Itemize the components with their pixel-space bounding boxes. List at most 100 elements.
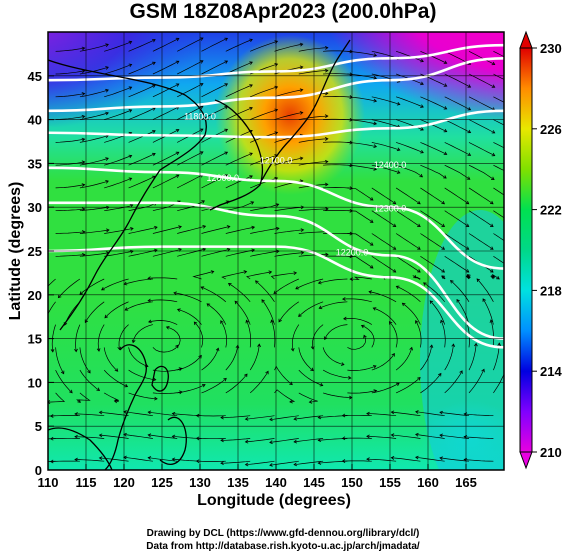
- streamline-arrow: [373, 121, 378, 126]
- streamline-arrow: [154, 225, 158, 230]
- streamline: [124, 278, 153, 285]
- colorbar-tick-label: 222: [540, 203, 562, 218]
- streamline: [371, 96, 400, 105]
- streamline-arrow: [465, 269, 470, 273]
- streamline: [468, 96, 495, 111]
- streamline-arrow: [443, 83, 448, 87]
- streamline-arrow: [515, 177, 518, 180]
- y-tick-label: 15: [28, 332, 42, 347]
- streamline: [245, 415, 275, 420]
- streamline: [250, 109, 278, 120]
- streamline-arrow: [482, 298, 486, 302]
- streamline-arrow: [147, 410, 152, 415]
- streamline-arrow: [175, 151, 180, 156]
- streamline: [402, 302, 421, 325]
- streamline: [420, 187, 445, 205]
- streamline-arrow: [202, 225, 207, 229]
- streamline-arrow: [466, 176, 471, 180]
- streamline: [371, 233, 396, 250]
- streamline-arrow: [497, 342, 502, 347]
- streamline-arrow: [199, 60, 204, 64]
- streamline: [420, 233, 445, 250]
- streamline: [177, 174, 204, 189]
- streamline-arrow: [148, 319, 152, 324]
- streamline: [395, 96, 424, 108]
- streamline-arrow: [467, 84, 472, 88]
- y-tick-label: 20: [28, 288, 42, 303]
- streamline-arrow: [299, 42, 304, 47]
- streamline: [177, 384, 206, 394]
- colorbar-tick-label: 214: [540, 364, 562, 379]
- streamline-arrow: [319, 382, 324, 387]
- streamline: [439, 434, 470, 439]
- streamline: [371, 353, 395, 371]
- streamline-arrow: [491, 84, 496, 88]
- streamline: [201, 37, 228, 52]
- streamline-arrow: [467, 107, 472, 111]
- streamline: [74, 459, 105, 462]
- streamline: [104, 64, 132, 75]
- x-tick-label: 140: [265, 475, 287, 490]
- x-tick-label: 160: [417, 475, 439, 490]
- streamline-arrow: [474, 342, 478, 347]
- streamline-arrow: [341, 413, 346, 418]
- y-tick-label: 35: [28, 156, 42, 171]
- streamline: [295, 278, 324, 290]
- streamline: [444, 187, 469, 205]
- streamline: [152, 83, 179, 98]
- streamline-arrow: [514, 247, 517, 250]
- streamline-arrow: [81, 183, 86, 187]
- streamline-arrow: [60, 370, 65, 375]
- streamline-arrow: [275, 226, 280, 231]
- streamline: [391, 411, 421, 417]
- streamline-arrow: [516, 84, 519, 87]
- streamline: [396, 285, 421, 303]
- streamline: [152, 60, 179, 75]
- map-title: GSM 18Z08Apr2023 (200.0hPa): [129, 0, 437, 23]
- streamline: [298, 47, 328, 52]
- streamline: [255, 280, 275, 303]
- streamline: [493, 210, 504, 219]
- streamline: [104, 177, 132, 189]
- streamline-arrow: [81, 46, 86, 51]
- streamline: [261, 299, 275, 325]
- streamline-arrow: [175, 37, 180, 42]
- streamline: [48, 392, 66, 403]
- streamline-arrow: [438, 372, 442, 377]
- streamline: [412, 275, 421, 280]
- credit-drawing: Drawing by DCL (https://www.gfd-dennou.o…: [146, 528, 420, 539]
- streamline: [429, 300, 446, 325]
- streamline-arrow: [224, 83, 229, 87]
- streamline: [391, 434, 421, 439]
- streamline: [103, 347, 118, 372]
- streamline-arrow: [171, 434, 176, 439]
- streamline: [147, 277, 178, 280]
- streamline-arrow: [373, 167, 378, 171]
- streamline-arrow: [249, 84, 253, 88]
- streamline: [493, 119, 504, 126]
- x-tick-label: 165: [455, 475, 477, 490]
- streamline-arrow: [224, 128, 229, 133]
- streamline-arrow: [390, 433, 395, 438]
- streamline-arrow: [451, 343, 456, 347]
- streamline: [350, 276, 372, 280]
- streamline-arrow: [147, 456, 152, 460]
- streamline-arrow: [341, 459, 346, 463]
- y-tick-label: 0: [35, 463, 42, 478]
- streamline: [468, 343, 477, 371]
- streamline: [55, 184, 85, 189]
- streamline: [201, 348, 219, 371]
- longitude-axis: 110 115 120 125 130 135 140 145 150 155 160 165: [38, 464, 477, 490]
- streamline: [476, 278, 494, 302]
- streamline-arrow: [224, 60, 229, 64]
- streamline-arrow: [154, 248, 158, 253]
- streamline-arrow: [516, 130, 519, 133]
- streamline: [395, 233, 421, 250]
- streamline: [274, 389, 296, 403]
- streamline: [152, 248, 182, 257]
- contour-line: [48, 201, 504, 340]
- streamline: [271, 319, 276, 348]
- streamline-arrow: [420, 81, 424, 86]
- streamline: [50, 460, 80, 462]
- streamline-arrow: [57, 294, 62, 299]
